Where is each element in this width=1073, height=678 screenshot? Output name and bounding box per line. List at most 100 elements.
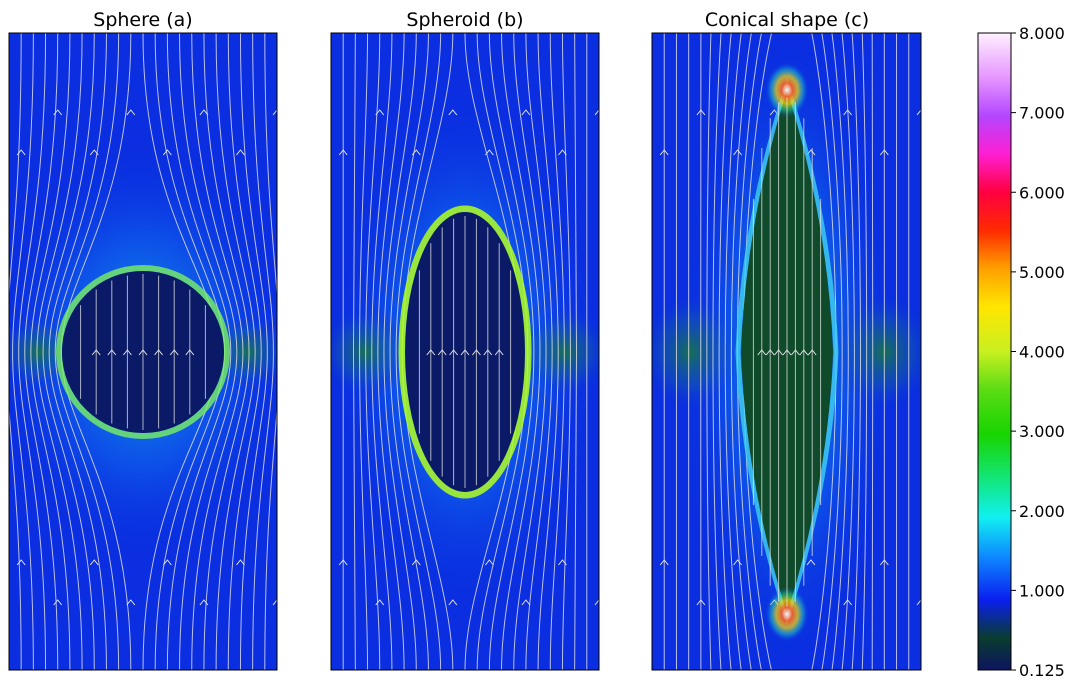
streamline-arrow [162,559,172,566]
streamline-arrow [199,109,209,116]
streamline-arrow [272,599,277,606]
colorbar: 0.125 1.000 2.000 3.000 4.000 5.000 6.000 7.000… [977,24,1065,678]
streamline [847,33,862,670]
streamline [365,33,381,670]
streamline-arrow [483,349,493,356]
panel-title-a: Sphere (a) [93,9,192,31]
streamline [501,33,541,670]
streamline [264,33,277,670]
streamline-arrow [89,559,99,566]
streamline [166,33,232,670]
streamline-arrow [236,149,245,156]
streamline-arrow [659,559,669,566]
streamline [359,33,369,670]
streamline [352,33,356,670]
panel-frame-c [651,32,922,671]
streamline-arrow [272,109,277,116]
streamline-arrow [449,349,458,356]
streamline-arrow [199,599,209,606]
streamline-arrow [879,559,889,566]
streamline-arrow [411,559,421,566]
streamline-arrow [521,109,531,116]
streamline [371,33,393,670]
streamline-arrow [16,149,26,156]
colorbar-tick-label: 2.000 [1019,502,1065,521]
panel-sphere: Sphere (a) [8,9,278,671]
streamline [48,33,107,670]
streamline [724,33,750,670]
streamline-arrow [782,349,792,356]
panel-title-b: Spheroid (b) [406,9,523,31]
streamline [389,33,429,670]
streamline-arrow [123,349,132,356]
panel-frame-a [8,32,278,671]
colorbar-tick-label: 7.000 [1019,104,1065,123]
streamline-arrow [521,599,531,606]
side-glow-left-c [652,292,740,412]
streamline-arrow [460,349,470,356]
streamline-arrow [107,349,117,356]
streamline-arrow [236,559,245,566]
colorbar-tick-label: 3.000 [1019,422,1065,441]
streamline [179,33,238,670]
streamline [525,33,553,670]
streamline [203,33,250,670]
streamline-arrow [16,559,26,566]
streamline [9,33,22,670]
streamline [395,33,442,670]
panel-spheroid: Spheroid (b) [330,9,600,671]
streamline [712,33,726,670]
streamline [30,33,71,670]
colorbar-tick-label: 1.000 [1019,581,1065,600]
panel-title-c: Conical shape (c) [705,9,869,31]
streamline-arrow [448,599,458,606]
streamline [36,33,83,670]
streamline [823,33,849,670]
streamline [488,33,535,670]
streamlines-b [331,33,599,670]
streamline [706,33,714,670]
streamline-arrow [126,599,136,606]
streamline-arrow [375,599,385,606]
streamline-arrow [494,349,504,356]
side-glow-right-c [834,292,921,412]
streamline [54,33,120,670]
body-rim-b [398,205,532,499]
streamline-arrow [733,149,742,156]
streamline [383,33,417,670]
streamline-arrow [799,349,809,356]
colorbar-tick-label: 8.000 [1019,24,1065,43]
streamline-arrow [843,599,853,606]
panel-frame-b [330,32,600,671]
streamline-arrow [338,559,348,566]
streamline [549,33,565,670]
streamline-arrow [843,109,853,116]
streamline [730,33,763,670]
streamline [574,33,578,670]
streamline-arrow [448,109,458,116]
body-rim-a [56,265,230,439]
streamline [859,33,868,670]
streamline-arrow [138,349,148,356]
streamline [239,33,268,670]
streamline-arrow [807,349,817,356]
streamline-arrow [185,349,195,356]
streamline-arrow [437,349,447,356]
streamline-arrow [696,109,706,116]
streamline [227,33,262,670]
streamline-arrow [806,559,816,566]
tip-glow-top-c [765,62,809,118]
colorbar-tick-label: 4.000 [1019,343,1065,362]
streamline-arrow [879,149,889,156]
streamline-arrow [916,599,921,606]
colorbar-tick-label: 5.000 [1019,263,1065,282]
streamline-arrow [774,349,783,356]
streamline-arrow [916,109,921,116]
streamline-arrow [733,559,742,566]
inner-streamlines-b [418,216,512,488]
streamline-arrow [162,149,172,156]
colorbar-ticks: 0.125 1.000 2.000 3.000 4.000 5.000 6.000 7.000… [1011,24,1065,678]
streamline-arrow [757,349,767,356]
colorbar-tick-label: 6.000 [1019,183,1065,202]
inner-streamlines-a [80,274,206,430]
